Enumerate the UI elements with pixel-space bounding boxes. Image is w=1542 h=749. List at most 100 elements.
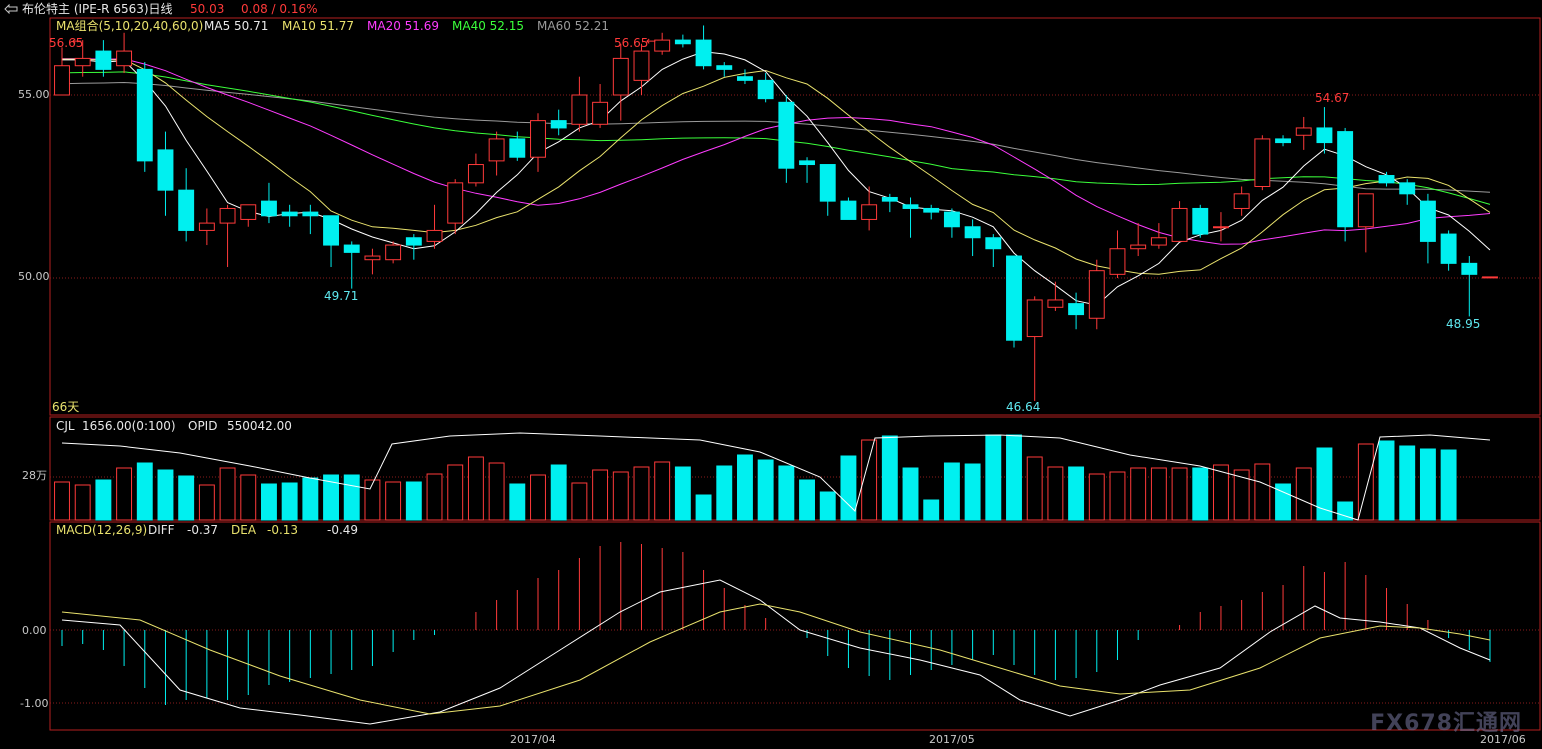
watermark-logo: FX678汇通网	[1370, 711, 1522, 736]
candle-body	[757, 79, 774, 100]
volume-bar	[74, 484, 91, 521]
volume-bar	[323, 474, 339, 521]
volume-bar	[1233, 469, 1250, 521]
candle-body	[261, 200, 277, 217]
candle-body	[571, 94, 588, 125]
candle-body	[1254, 138, 1271, 187]
dea-line	[61, 603, 1491, 715]
opid-label: OPID	[188, 419, 218, 433]
volume-bar	[136, 462, 153, 521]
candle-body	[1068, 303, 1085, 316]
candle-body	[1213, 226, 1229, 229]
candle-body	[654, 39, 671, 52]
candle-body	[1337, 131, 1354, 228]
volume-bar	[1440, 449, 1457, 521]
volume-bar	[509, 483, 526, 521]
volume-bar	[405, 481, 422, 521]
volume-bar	[281, 482, 298, 521]
candle-body	[1482, 276, 1498, 279]
macd-tick-0: 0.00	[22, 624, 47, 637]
arrow-left-icon: ←	[646, 34, 657, 48]
candle-body	[737, 76, 753, 81]
candle-body	[1192, 207, 1209, 235]
chart-menu-icon[interactable]	[4, 3, 18, 15]
candle-body	[923, 207, 940, 213]
vol-value: 1656.00(0:100)	[82, 419, 176, 433]
candle-body	[716, 65, 733, 70]
candle-body	[1316, 127, 1333, 144]
price-tick-55: 55.00	[18, 88, 50, 101]
candle-body	[778, 101, 795, 169]
candle-body	[1233, 193, 1250, 209]
candle-body	[1130, 244, 1147, 250]
volume-bar	[364, 479, 381, 521]
candle-body	[157, 149, 174, 191]
candle-body	[467, 164, 484, 184]
price-change: 0.08 / 0.16%	[241, 2, 318, 16]
candle-body	[219, 207, 236, 224]
high-annotation-1: 56.65	[49, 36, 84, 50]
volume-bar	[612, 471, 629, 521]
dea-value: -0.13	[267, 523, 299, 537]
candle-body	[364, 255, 381, 261]
volume-bar	[881, 435, 898, 521]
volume-bar	[716, 465, 733, 521]
candle-body	[592, 101, 609, 125]
candle-body	[343, 244, 360, 253]
ma60-line	[61, 81, 1491, 193]
volume-bar	[1047, 466, 1064, 521]
candle-body	[116, 50, 133, 67]
volume-bar	[1171, 467, 1188, 521]
low-annotation-2: 46.64	[1006, 400, 1041, 414]
volume-bar	[737, 454, 753, 521]
volume-bar	[799, 479, 815, 521]
volume-bar	[54, 481, 70, 521]
volume-bar	[674, 466, 691, 521]
macd-panel-frame	[49, 521, 1541, 731]
ma60-label: MA60 52.21	[537, 19, 609, 33]
volume-bar	[1192, 467, 1209, 521]
ma20-line	[62, 58, 1491, 245]
candle-body	[799, 160, 815, 166]
volume-bar	[840, 455, 857, 521]
candle-body	[178, 189, 195, 231]
volume-bar	[219, 467, 236, 521]
opid-line	[61, 432, 1491, 521]
volume-bar	[902, 467, 919, 521]
volume-bar	[488, 462, 505, 521]
volume-bar	[1316, 447, 1333, 521]
candle-body	[612, 57, 629, 96]
volume-bar	[178, 475, 195, 521]
candle-body	[1357, 193, 1374, 228]
candle-body	[488, 138, 505, 162]
candle-body	[674, 39, 691, 45]
volume-bar	[695, 494, 712, 521]
candle-body	[323, 215, 339, 246]
volume-bar	[1006, 434, 1022, 521]
candle-body	[1378, 175, 1395, 184]
candle-body	[1006, 255, 1022, 341]
candle-body	[1419, 200, 1436, 242]
volume-bar	[530, 474, 546, 521]
diff-line	[61, 579, 1491, 725]
candle-body	[550, 120, 567, 129]
ma5-label: MA5 50.71	[204, 19, 269, 33]
volume-bar	[261, 483, 277, 521]
candle-body	[964, 226, 981, 239]
vol-label: CJL	[56, 419, 75, 433]
candle-body	[881, 196, 898, 202]
volume-bar	[633, 466, 650, 521]
high-annotation-2: 56.65	[614, 36, 649, 50]
candle-body	[985, 237, 1002, 250]
volume-bar	[550, 464, 567, 521]
high-annotation-3: 54.67	[1315, 91, 1350, 105]
days-label: 66天	[52, 400, 80, 414]
candle-body	[1440, 233, 1457, 264]
volume-bar	[426, 473, 443, 521]
volume-panel-frame	[49, 416, 1541, 521]
candle-body	[74, 57, 91, 67]
instrument-title: 布伦特主 (IPE-R 6563)日线	[22, 2, 173, 16]
volume-bar	[343, 474, 360, 521]
volume-bar	[757, 459, 774, 521]
